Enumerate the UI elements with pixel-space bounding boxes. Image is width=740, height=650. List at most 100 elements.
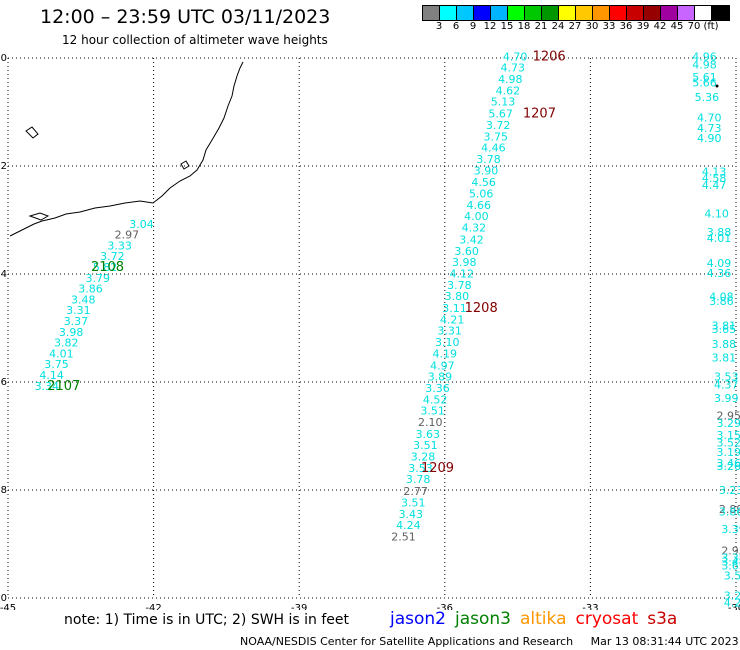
wave-height-value: 3.53 — [408, 462, 433, 475]
lat-tick-label: -28 — [0, 485, 7, 496]
wave-height-value: 4.58 — [702, 172, 727, 185]
wave-height-value: 3.53 — [714, 371, 739, 384]
wave-height-value: 4.97 — [430, 359, 455, 372]
wave-height-value: 3.63 — [721, 560, 740, 573]
wave-height-value: 3.75 — [484, 130, 509, 143]
wave-height-value: 3.10 — [435, 336, 460, 349]
wave-height-value: 3.46 — [716, 457, 740, 470]
wave-height-value: 4.90 — [697, 132, 722, 145]
color-scale-label: 6 — [452, 21, 460, 32]
wave-height-value: 4.22 — [724, 596, 740, 609]
color-scale-label: 18 — [517, 21, 531, 32]
island-dot — [715, 84, 719, 88]
lat-tick-label: -30 — [0, 593, 7, 604]
color-swatch — [474, 6, 491, 20]
lat-tick-label: -24 — [0, 269, 7, 280]
wave-height-value: 3.65 — [712, 323, 737, 336]
wave-height-value: 3.78 — [447, 279, 472, 292]
color-scale-label: 42 — [653, 21, 667, 32]
mission-s3a: s3a — [647, 609, 678, 629]
wave-height-value: 4.19 — [433, 347, 458, 360]
mission-legend: jason2 jason3 altika cryosat s3a — [390, 609, 686, 629]
wave-height-value: 3.81 — [712, 319, 737, 332]
wave-height-value: 3.75 — [44, 358, 69, 371]
pass-time-label: 1209 — [421, 461, 454, 476]
pass-time-label: 1206 — [533, 49, 566, 64]
wave-height-value: 3.80 — [445, 290, 470, 303]
lat-tick-label: -26 — [0, 377, 7, 388]
wave-height-map: -45 -42 -39 -36 -33 -30 -20 -22 -24 -26 -28 -30 3.0… — [0, 49, 740, 610]
wave-height-value: 4.10 — [704, 208, 729, 221]
wave-height-value: 5.06 — [469, 188, 494, 201]
pass-time-label: 2107 — [47, 379, 80, 394]
wave-height-value: 5.61 — [692, 71, 717, 84]
pass-time-labels: 1206120712081209210821071409140140141 — [47, 49, 566, 476]
wave-height-value: 2.95 — [721, 544, 740, 557]
wave-height-value: 4.01 — [49, 347, 74, 360]
wave-height-value: 4.24 — [396, 519, 421, 532]
color-scale-bar — [422, 5, 730, 21]
color-swatch — [525, 6, 542, 20]
lagoon-outline — [28, 212, 50, 221]
wave-height-value: 3.31 — [437, 325, 462, 338]
color-swatch — [423, 6, 440, 20]
wave-height-value: 3.28 — [411, 451, 436, 464]
map-subtitle: 12 hour collection of altimeter wave hei… — [62, 33, 328, 47]
color-swatch — [542, 6, 559, 20]
wave-height-value: 3.26 — [716, 460, 740, 473]
mission-jason2: jason2 — [390, 609, 446, 629]
lon-tick-label: -36 — [437, 603, 453, 610]
color-scale-label: 30 — [585, 21, 599, 32]
wave-height-value: 3.86 — [719, 506, 740, 519]
wave-height-value: 3.37 — [64, 315, 89, 328]
wave-height-value: 4.01 — [707, 232, 732, 245]
wave-height-value: 4.08 — [709, 291, 734, 304]
color-swatch — [610, 6, 627, 20]
wave-height-value: 4.66 — [467, 199, 492, 212]
mission-cryosat: cryosat — [575, 609, 639, 629]
wave-height-value: 3.78 — [476, 153, 501, 166]
map-grid — [7, 57, 737, 599]
wave-height-value: 3.43 — [399, 508, 424, 521]
wave-height-value: 4.98 — [692, 58, 717, 71]
wave-height-value: 4.96 — [692, 50, 717, 63]
wave-height-value: 3.52 — [716, 436, 740, 449]
track-2107-2108: 3.042.973.333.725.823.793.863.483.313.37… — [35, 218, 154, 393]
lon-tick-label: -42 — [145, 603, 161, 610]
wave-height-value: 2.95 — [716, 409, 740, 422]
wave-height-value: 3.88 — [712, 338, 737, 351]
wave-height-value: 3.21 — [724, 589, 740, 602]
color-scale-label: 39 — [636, 21, 650, 32]
color-swatch — [712, 6, 729, 20]
pass-time-label: 2108 — [91, 260, 124, 275]
island-outline — [180, 160, 190, 170]
color-scale-label: 21 — [534, 21, 548, 32]
wave-height-value: 3.72 — [486, 119, 511, 132]
wave-height-value: 3.86 — [78, 283, 103, 296]
track-1206-1209: 4.704.734.984.625.135.673.723.754.463.78… — [391, 50, 527, 543]
color-scale-label: 36 — [619, 21, 633, 32]
mission-altika: altika — [520, 609, 567, 629]
map-title: 12:00 – 23:59 UTC 03/11/2023 — [40, 6, 331, 28]
wave-height-value: 3.81 — [712, 352, 737, 365]
wave-height-value: 3.15 — [716, 429, 740, 442]
wave-height-value: 3.79 — [86, 272, 111, 285]
wave-height-value: 4.37 — [714, 379, 739, 392]
wave-height-value: 4.13 — [702, 165, 727, 178]
wave-height-value: 3.34 — [35, 380, 60, 393]
wave-height-value: 4.36 — [707, 267, 732, 280]
wave-height-value: 5.66 — [692, 76, 717, 89]
color-swatch — [559, 6, 576, 20]
wave-height-value: 2.51 — [391, 530, 416, 543]
color-scale-label: 45 — [670, 21, 684, 32]
axis-tick-labels: -45 -42 -39 -36 -33 -30 -20 -22 -24 -26 -28 -30 — [0, 53, 740, 610]
credit-timestamp: Mar 13 08:31:44 UTC 2023 — [590, 635, 739, 648]
credit-line: NOAA/NESDIS Center for Satellite Applica… — [240, 635, 740, 648]
color-scale-label: 24 — [551, 21, 565, 32]
wave-height-value: 3.60 — [454, 245, 479, 258]
color-scale-label: 9 — [469, 21, 477, 32]
coastline-path — [9, 61, 244, 237]
color-scale-label: 70 — [687, 21, 701, 32]
wave-height-value: 5.36 — [695, 91, 720, 104]
wave-height-value: 3.89 — [428, 371, 453, 384]
